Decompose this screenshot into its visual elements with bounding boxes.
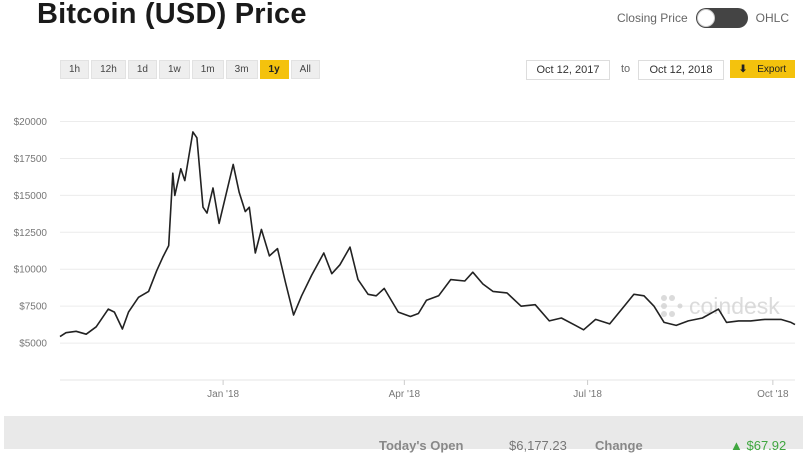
range-button-1h[interactable]: 1h — [60, 60, 90, 79]
change-label: Change — [595, 438, 643, 453]
closing-price-label: Closing Price — [616, 11, 688, 25]
x-tick-label: Jul '18 — [573, 389, 602, 400]
page-title: Bitcoin (USD) Price — [37, 0, 307, 30]
chart-mode-toggle[interactable] — [695, 8, 748, 28]
export-button[interactable]: ⬇ Export — [730, 60, 795, 78]
toggle-knob — [696, 9, 715, 27]
watermark-text: coindesk — [689, 293, 780, 319]
y-tick-label: $17500 — [14, 154, 48, 165]
price-chart: $5000 $7500 $10000 $12500 $15000 $17500 $20000… — [14, 117, 796, 400]
range-button-all[interactable]: All — [290, 60, 320, 79]
x-tick-label: Oct '18 — [757, 389, 789, 400]
date-from-input[interactable]: Oct 12, 2017 — [526, 60, 610, 80]
price-line — [59, 131, 796, 338]
y-axis: $5000 $7500 $10000 $12500 $15000 $17500 $20000 — [14, 117, 48, 350]
y-tick-label: $20000 — [14, 117, 48, 128]
todays-open-label: Today's Open — [379, 438, 464, 453]
todays-open-value: $6,177.23 — [509, 438, 567, 453]
range-button-1d[interactable]: 1d — [127, 60, 157, 79]
range-button-3m[interactable]: 3m — [225, 60, 258, 79]
x-axis: Jan '18 Apr '18 Jul '18 Oct '18 — [207, 380, 789, 400]
y-tick-label: $10000 — [14, 265, 48, 276]
range-button-12h[interactable]: 12h — [91, 60, 126, 79]
stats-bar: Today's Open $6,177.23 Change ▲ $67.92 — [4, 416, 803, 453]
date-to-input[interactable]: Oct 12, 2018 — [638, 60, 724, 80]
chart-grid — [60, 121, 795, 381]
range-button-1m[interactable]: 1m — [191, 60, 224, 79]
change-value: ▲ $67.92 — [730, 438, 787, 453]
export-label: Export — [757, 63, 787, 75]
date-to-label: to — [621, 63, 631, 75]
y-tick-label: $12500 — [14, 228, 48, 239]
range-button-1w[interactable]: 1w — [158, 60, 190, 79]
chart-mode-toggle-group: Closing Price OHLC — [617, 8, 789, 28]
ohlc-label: OHLC — [755, 11, 789, 25]
coindesk-logo-icon — [661, 295, 683, 317]
y-tick-label: $15000 — [14, 191, 48, 202]
range-selector: 1h 12h 1d 1w 1m 3m 1y All — [60, 60, 320, 79]
x-tick-label: Jan '18 — [207, 389, 239, 400]
download-icon: ⬇ — [738, 63, 748, 75]
y-tick-label: $7500 — [19, 302, 47, 313]
range-button-1y[interactable]: 1y — [259, 60, 289, 79]
y-tick-label: $5000 — [19, 339, 47, 350]
coindesk-watermark: coindesk — [661, 293, 780, 319]
x-tick-label: Apr '18 — [389, 389, 421, 400]
